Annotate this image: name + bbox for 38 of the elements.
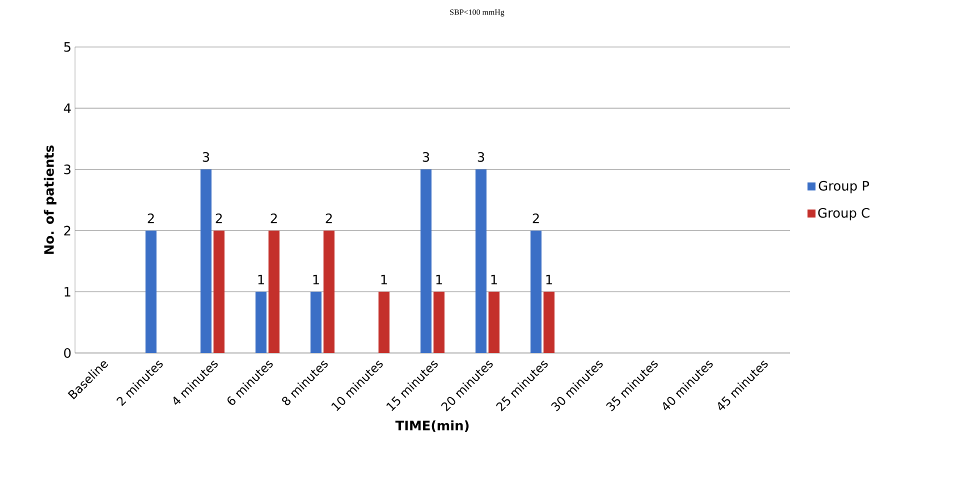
y-axis-title: No. of patients xyxy=(44,145,56,254)
data-label: 1 xyxy=(258,274,264,284)
bar xyxy=(146,230,157,353)
data-label: 1 xyxy=(313,274,319,284)
data-label: 2 xyxy=(216,213,222,224)
data-label: 3 xyxy=(478,152,484,162)
data-label: 1 xyxy=(546,274,552,284)
bar xyxy=(434,292,445,353)
bar xyxy=(488,292,500,353)
data-label: 2 xyxy=(532,213,539,224)
bar xyxy=(476,169,487,353)
data-label: 2 xyxy=(326,213,332,224)
data-label: 3 xyxy=(202,152,210,162)
y-tick-label: 1 xyxy=(64,287,70,297)
bar xyxy=(200,169,212,353)
x-axis-title: TIME(min) xyxy=(395,420,469,432)
data-label: 2 xyxy=(148,213,154,224)
bar xyxy=(268,230,280,353)
bar xyxy=(214,230,225,353)
bar xyxy=(324,230,335,353)
bar xyxy=(310,292,322,353)
bar xyxy=(256,292,267,353)
legend-label: Group P xyxy=(818,180,870,194)
data-label: 1 xyxy=(436,274,442,284)
y-tick-label: 4 xyxy=(64,103,71,113)
bar xyxy=(544,292,555,353)
y-tick-label: 0 xyxy=(64,348,71,358)
y-tick-label: 2 xyxy=(64,226,70,236)
bar xyxy=(378,292,390,353)
data-label: 1 xyxy=(491,274,497,284)
data-label: 3 xyxy=(422,152,430,162)
bar xyxy=(420,169,432,353)
data-label: 2 xyxy=(270,213,277,224)
legend-label: Group C xyxy=(818,208,870,220)
bar xyxy=(530,230,542,353)
data-label: 1 xyxy=(381,274,387,284)
y-tick-label: 5 xyxy=(64,42,70,52)
y-tick-label: 3 xyxy=(64,164,70,174)
